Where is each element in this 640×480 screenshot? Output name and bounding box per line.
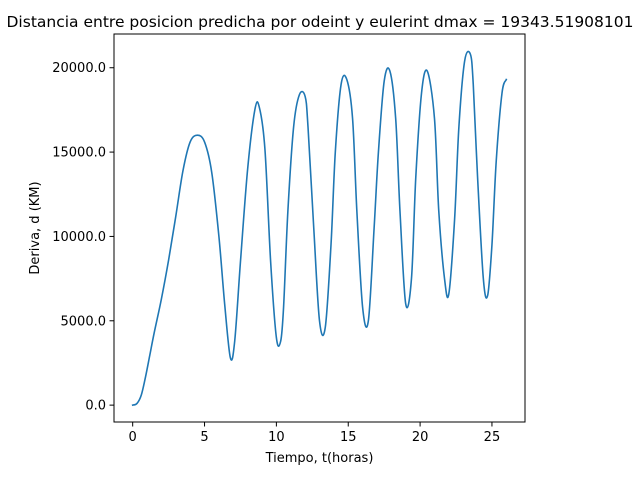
series-line [131, 50, 508, 407]
x-tick-label: 10 [268, 430, 285, 445]
y-axis-label: Deriva, d (KM) [28, 181, 43, 274]
y-tick-label: 0.0 [85, 399, 106, 414]
x-tick-label: 25 [484, 430, 501, 445]
y-tick-label: 10000.0 [52, 230, 106, 245]
y-tick-label: 5000.0 [61, 314, 107, 329]
x-tick-label: 5 [200, 430, 208, 445]
plot-frame [113, 33, 526, 423]
x-tick-label: 20 [412, 430, 429, 445]
x-tick-label: 15 [340, 430, 357, 445]
x-axis: 0 5 10 15 20 25 [129, 422, 501, 445]
y-axis: 0.0 5000.0 10000.0 15000.0 20000.0 [52, 61, 114, 414]
y-tick-label: 20000.0 [52, 61, 106, 76]
y-tick-label: 15000.0 [52, 146, 106, 161]
chart-title: Distancia entre posicion predicha por od… [7, 13, 634, 31]
x-tick-label: 0 [129, 430, 137, 445]
plot-area [114, 34, 525, 422]
x-axis-label: Tiempo, t(horas) [265, 451, 374, 466]
